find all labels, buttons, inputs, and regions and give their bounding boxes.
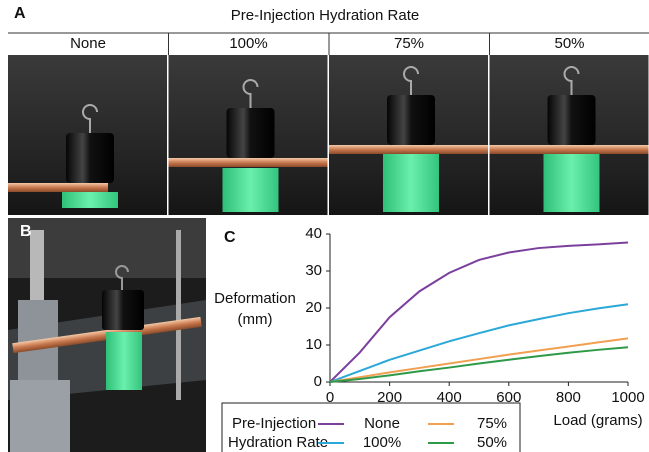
legend-label: 100%	[363, 434, 401, 451]
legend-title: Pre-Injection	[232, 415, 316, 432]
x-tick-label: 400	[437, 389, 462, 406]
series-line	[329, 346, 629, 383]
column-header: None	[70, 35, 106, 52]
plate	[329, 145, 488, 154]
y-tick-label: 0	[314, 373, 322, 390]
x-tick-label: 1000	[611, 389, 644, 406]
sample	[383, 153, 439, 212]
weight	[66, 133, 114, 183]
panel-label: B	[20, 223, 32, 240]
legend-title: Hydration Rate	[228, 434, 328, 451]
hook	[563, 66, 580, 95]
y-tick-label: 20	[305, 299, 322, 316]
legend-box	[221, 402, 521, 452]
hook	[242, 79, 259, 108]
x-tick-label: 0	[326, 389, 334, 406]
photo-row	[8, 55, 649, 215]
series-line	[329, 337, 629, 383]
series-line	[329, 303, 629, 383]
panel-label: C	[224, 229, 236, 246]
x-tick-label: 800	[556, 389, 581, 406]
legend-label: None	[364, 415, 400, 432]
x-tick-label: 600	[496, 389, 521, 406]
sample	[222, 168, 279, 212]
plate	[8, 183, 108, 192]
panel-title: Pre-Injection Hydration Rate	[231, 7, 419, 24]
photo-b: B	[8, 218, 206, 452]
legend-label: 50%	[477, 434, 507, 451]
series-line	[329, 241, 629, 383]
y-tick-label: 10	[305, 336, 322, 353]
weight	[387, 95, 435, 145]
sample	[62, 192, 118, 208]
hook	[403, 66, 419, 95]
y-axis-label: (mm)	[238, 311, 273, 328]
y-tick-label: 40	[305, 225, 322, 242]
x-tick-label: 200	[377, 389, 402, 406]
weight	[226, 108, 275, 158]
panel-label: A	[14, 5, 26, 22]
legend-label: 75%	[477, 415, 507, 432]
weight	[547, 95, 596, 145]
hook	[82, 104, 98, 133]
column-header: 50%	[554, 35, 584, 52]
plate	[489, 145, 649, 154]
plate	[168, 158, 328, 167]
sample	[543, 153, 600, 212]
column-header: 100%	[229, 35, 267, 52]
column-header: 75%	[394, 35, 424, 52]
y-tick-label: 30	[305, 262, 322, 279]
y-axis-label: Deformation	[214, 290, 296, 307]
x-axis-label: Load (grams)	[553, 412, 642, 429]
